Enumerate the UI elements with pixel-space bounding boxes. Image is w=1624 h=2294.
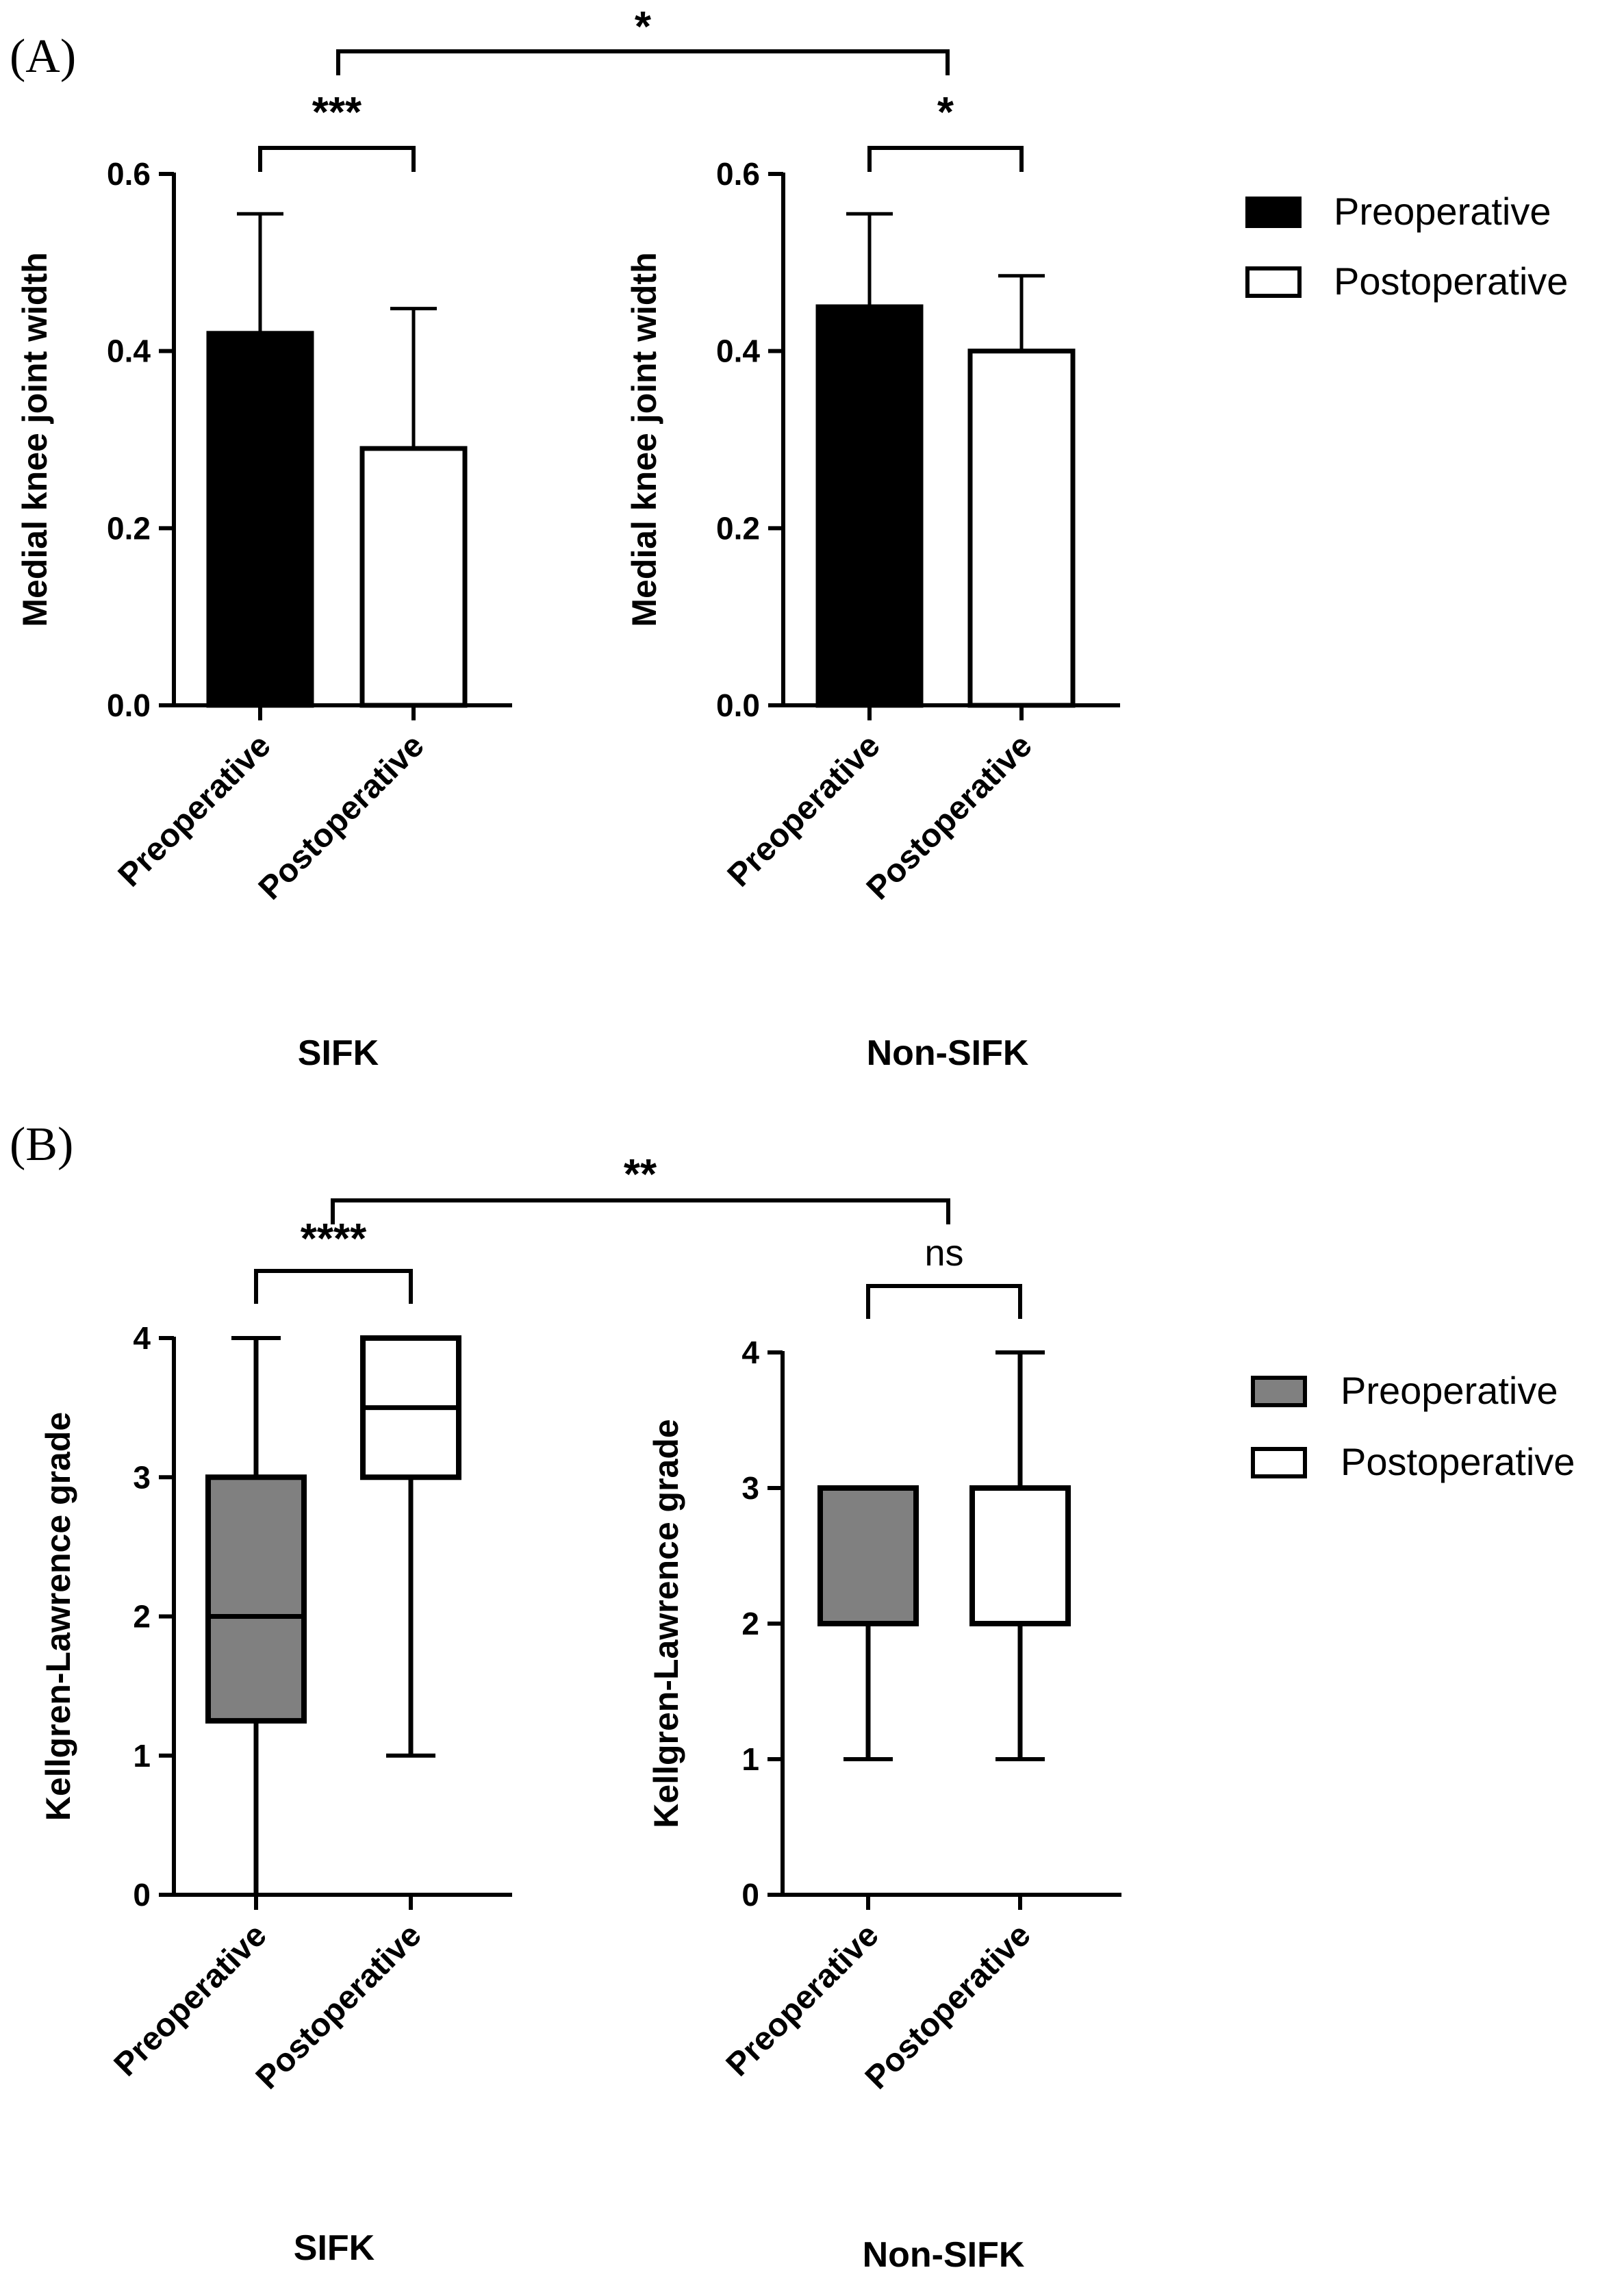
y-tick-label: 0.0 <box>716 688 760 723</box>
box-preoperative <box>817 1485 919 1626</box>
panel-b-between-stars: ** <box>624 1151 657 1198</box>
y-axis-title: Medial knee joint width <box>625 252 663 627</box>
legend-label-preoperative: Preoperative <box>1341 1369 1558 1412</box>
x-category-label: Preoperative <box>720 1917 886 2083</box>
y-tick-label: 1 <box>133 1738 151 1774</box>
panel-a-between-stars: * <box>635 3 652 51</box>
legend-swatch-preoperative <box>1245 197 1302 228</box>
significance-label: **** <box>301 1215 367 1263</box>
significance-label: * <box>937 89 954 136</box>
x-category-label: Postoperative <box>252 727 431 907</box>
y-tick-label: 2 <box>741 1606 759 1641</box>
panel-a: (A) * Preoperative Postoperative 0.00.20… <box>10 3 1568 1073</box>
legend-swatch-postoperative <box>1245 266 1302 298</box>
x-category-label: Postoperative <box>860 727 1039 907</box>
bar-preoperative <box>206 331 314 708</box>
group-label: SIFK <box>294 2228 375 2268</box>
panel-b: (B) ** Preoperative Postoperative 0 1 2 3 4 P… <box>10 1118 1575 2275</box>
y-tick-label: 0.4 <box>716 333 760 369</box>
box-postoperative <box>969 1485 1071 1626</box>
significance-bracket <box>258 146 416 172</box>
y-tick-label: 1 <box>741 1741 759 1777</box>
y-tick-label: 4 <box>133 1320 151 1356</box>
significance-bracket <box>866 1284 1022 1319</box>
y-tick-label: 0.0 <box>107 688 151 723</box>
y-tick-label: 0.6 <box>716 156 760 192</box>
y-tick-label: 0 <box>133 1877 151 1913</box>
group-label: Non-SIFK <box>863 2235 1025 2275</box>
y-axis-title: Kellgren-Lawrence grade <box>647 1419 685 1828</box>
y-axis-title: Medial knee joint width <box>16 252 54 627</box>
y-tick-label: 0.6 <box>107 156 151 192</box>
x-category-label: Preoperative <box>112 727 278 894</box>
legend-swatch-postoperative <box>1251 1447 1307 1478</box>
panel-b-legend: Preoperative Postoperative <box>1251 1369 1575 1483</box>
y-tick-label: 0.4 <box>107 333 151 369</box>
legend-label-postoperative: Postoperative <box>1334 260 1568 303</box>
y-axis-title: Kellgren-Lawrence grade <box>39 1412 77 1821</box>
panel-a-between-bracket <box>336 49 950 75</box>
legend-swatch-preoperative <box>1251 1376 1307 1407</box>
significance-label: ns <box>924 1233 963 1274</box>
group-label: Non-SIFK <box>867 1033 1029 1073</box>
x-category-label: Preoperative <box>721 727 887 894</box>
y-tick-label: 4 <box>741 1335 759 1370</box>
group-label: SIFK <box>298 1033 379 1073</box>
panel-a-legend: Preoperative Postoperative <box>1245 190 1568 303</box>
y-tick-label: 0 <box>741 1877 759 1913</box>
y-tick-label: 2 <box>133 1599 151 1635</box>
x-category-label: Postoperative <box>249 1917 429 2096</box>
x-category-label: Preoperative <box>107 1917 274 2083</box>
significance-label: *** <box>312 89 362 136</box>
bar-postoperative <box>359 446 468 708</box>
legend-label-postoperative: Postoperative <box>1341 1440 1575 1483</box>
panel-a-letter: (A) <box>10 30 76 83</box>
significance-bracket <box>867 146 1024 172</box>
y-tick-label: 0.2 <box>716 510 760 546</box>
panel-b-letter: (B) <box>10 1118 73 1171</box>
significance-bracket <box>254 1269 413 1304</box>
x-category-label: Postoperative <box>859 1917 1038 2096</box>
y-tick-label: 3 <box>741 1470 759 1506</box>
y-tick-label: 0.2 <box>107 510 151 546</box>
legend-label-preoperative: Preoperative <box>1334 190 1551 233</box>
bar-postoperative <box>967 349 1076 708</box>
bar-preoperative <box>815 304 924 708</box>
y-tick-label: 3 <box>133 1459 151 1495</box>
panel-b-between-bracket <box>331 1198 950 1224</box>
box-preoperative <box>205 1474 307 1724</box>
